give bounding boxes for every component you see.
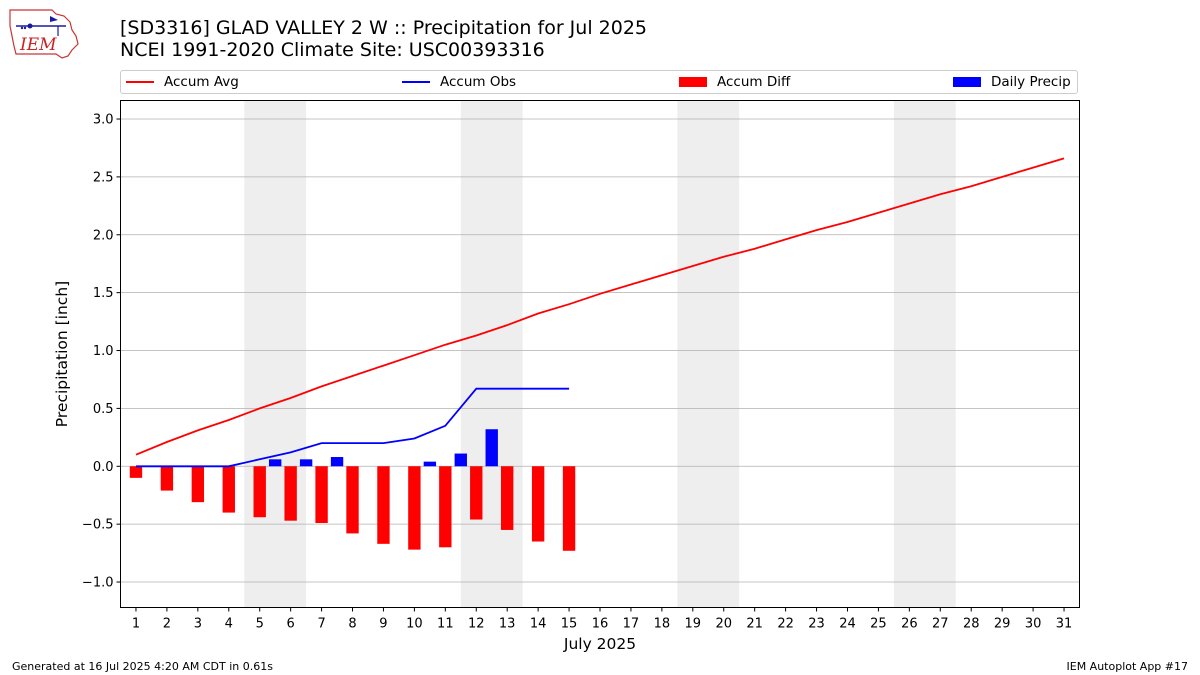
x-tick-label: 13	[499, 617, 516, 632]
legend-item-accum-avg: Accum Avg	[126, 74, 239, 90]
y-tick-label: 2.0	[93, 228, 114, 243]
iem-logo-text: IEM	[19, 35, 57, 55]
x-tick-label: 19	[685, 617, 702, 632]
legend-label-accum-diff: Accum Diff	[717, 74, 791, 90]
x-tick-label: 2	[163, 617, 171, 632]
daily-precip-bar	[485, 429, 498, 467]
iem-logo: IEM	[9, 9, 79, 59]
accum-diff-bar	[315, 466, 328, 523]
x-tick-label: 9	[379, 617, 387, 632]
x-tick-label: 1	[132, 617, 140, 632]
grid-lines	[120, 118, 1080, 583]
weekend-shading	[244, 100, 956, 608]
x-tick-label: 18	[654, 617, 671, 632]
accum-obs-line	[136, 387, 570, 468]
x-tick-label: 4	[225, 617, 233, 632]
accum-diff-bar	[191, 466, 205, 503]
legend-label-accum-obs: Accum Obs	[440, 74, 517, 90]
legend-item-daily-precip: Daily Precip	[953, 74, 1071, 90]
x-axis-ticks: 1 2 3 4 5 6 7 8 9 10 11 12 13 14 15 16 17 18 19 20 21 22 23 24 2…	[132, 607, 1073, 632]
y-tick-label: 2.5	[93, 170, 114, 185]
x-tick-label: 11	[437, 617, 454, 632]
legend-swatch-accum-obs	[402, 81, 430, 83]
y-axis-ticks: −1.0 −0.5 0.0 0.5 1.0 1.5 2.0 2.5 3.0	[82, 113, 121, 591]
legend-swatch-accum-diff	[679, 77, 707, 87]
weekend-shade-0	[244, 100, 307, 608]
x-tick-label: 17	[623, 617, 640, 632]
accum-diff-bar	[346, 466, 359, 534]
x-tick-label: 30	[1025, 617, 1042, 632]
x-axis-label: July 2025	[563, 635, 636, 653]
x-tick-label: 26	[901, 617, 918, 632]
accum-diff-bar	[222, 466, 235, 513]
x-tick-label: 21	[746, 617, 763, 632]
accum-avg-line	[135, 157, 1065, 456]
accum-diff-bar	[253, 466, 266, 518]
bars	[129, 429, 576, 551]
x-tick-label: 5	[256, 617, 264, 632]
accum-diff-bar	[531, 466, 545, 542]
x-tick-label: 20	[715, 617, 732, 632]
footer-generated: Generated at 16 Jul 2025 4:20 AM CDT in …	[12, 660, 273, 673]
y-axis-label: Precipitation [inch]	[53, 281, 71, 427]
x-tick-label: 7	[317, 617, 325, 632]
accum-diff-bar	[377, 466, 390, 544]
weekend-shade-3	[893, 100, 956, 608]
daily-precip-bar	[299, 459, 313, 467]
x-tick-label: 24	[839, 617, 856, 632]
y-tick-label: 3.0	[93, 113, 114, 128]
y-tick-label: 0.0	[93, 460, 114, 475]
legend-label-daily-precip: Daily Precip	[991, 74, 1071, 90]
legend-label-accum-avg: Accum Avg	[164, 74, 239, 90]
legend-swatch-accum-avg	[126, 81, 154, 83]
y-tick-label: −1.0	[82, 576, 114, 591]
x-tick-label: 3	[194, 617, 202, 632]
x-tick-label: 8	[348, 617, 356, 632]
x-tick-label: 25	[870, 617, 887, 632]
daily-precip-bar	[454, 453, 467, 467]
chart-subtitle: NCEI 1991-2020 Climate Site: USC00393316	[120, 39, 545, 61]
lines	[135, 157, 1065, 468]
y-tick-label: 0.5	[93, 402, 114, 417]
chart-title: [SD3316] GLAD VALLEY 2 W :: Precipitatio…	[120, 17, 647, 39]
accum-diff-bar	[439, 466, 452, 548]
x-tick-label: 12	[468, 617, 485, 632]
accum-diff-bar	[562, 466, 576, 551]
x-tick-label: 14	[530, 617, 547, 632]
x-tick-label: 22	[777, 617, 794, 632]
daily-precip-bar	[268, 459, 282, 467]
daily-precip-bar	[330, 457, 344, 467]
weekend-shade-2	[677, 100, 740, 608]
daily-precip-bar	[423, 461, 437, 467]
x-tick-label: 28	[963, 617, 980, 632]
accum-diff-bar	[408, 466, 421, 550]
accum-diff-bar	[160, 466, 174, 491]
x-tick-label: 27	[932, 617, 949, 632]
x-tick-label: 15	[561, 617, 578, 632]
x-tick-label: 16	[592, 617, 609, 632]
y-tick-label: −0.5	[82, 518, 114, 533]
y-tick-label: 1.5	[93, 286, 114, 301]
y-tick-label: 1.0	[93, 344, 114, 359]
x-tick-label: 31	[1056, 617, 1073, 632]
legend-item-accum-obs: Accum Obs	[402, 74, 516, 90]
accum-diff-bar	[284, 466, 297, 521]
legend: Accum Avg Accum Obs Accum Diff Daily Pre…	[120, 70, 1078, 94]
x-tick-label: 10	[406, 617, 423, 632]
accum-diff-bar	[470, 466, 483, 520]
x-tick-label: 6	[287, 617, 295, 632]
legend-swatch-daily-precip	[953, 77, 981, 87]
x-tick-label: 23	[808, 617, 825, 632]
accum-diff-bar	[501, 466, 514, 530]
x-tick-label: 29	[994, 617, 1011, 632]
accum-diff-bar	[129, 466, 143, 478]
footer-app: IEM Autoplot App #17	[1066, 660, 1189, 673]
legend-item-accum-diff: Accum Diff	[679, 74, 790, 90]
